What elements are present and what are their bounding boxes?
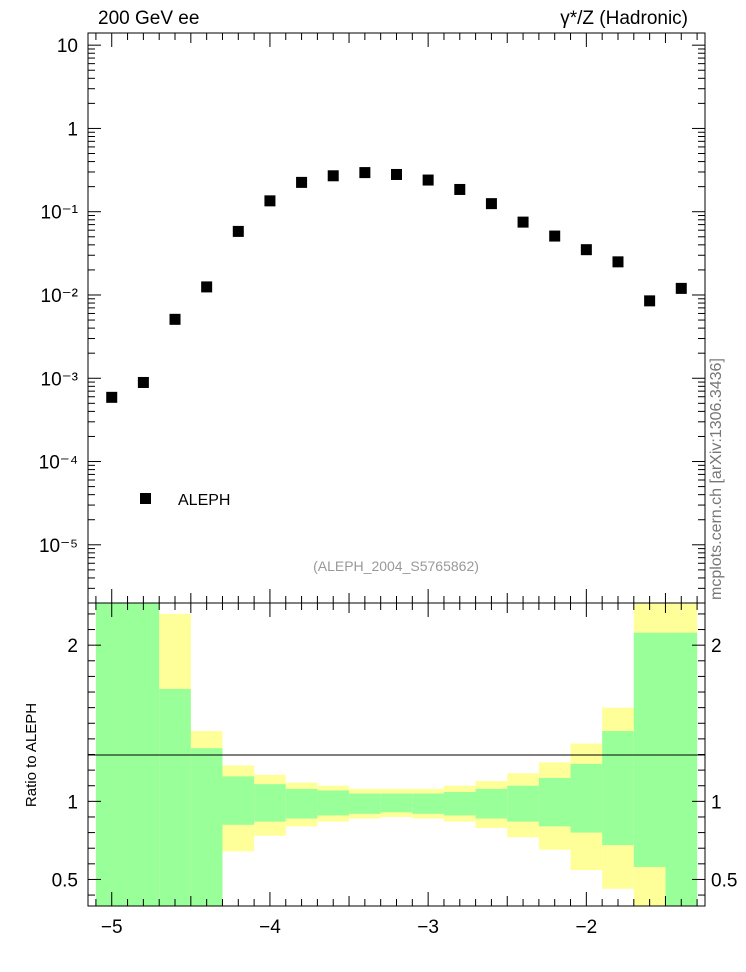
inner-band-bin [222, 776, 255, 825]
inner-band-bin [190, 748, 223, 906]
ratio-y-tick-labels: 0.5 0.5 1 1 2 2 [52, 636, 738, 891]
y-tick-label: 1 [67, 119, 78, 140]
data-point [517, 216, 529, 228]
data-point [549, 230, 561, 242]
x-tick-label: −3 [417, 917, 439, 938]
main-y-tick-labels: 10 1 10⁻¹ 10⁻² 10⁻³ 10⁻⁴ 10⁻⁵ [39, 36, 78, 557]
data-point [232, 225, 244, 237]
inner-band-bin [602, 731, 634, 846]
data-point [296, 176, 308, 188]
ratio-panel: 0.5 0.5 1 1 2 2 −5 −4 −3 −2 Ratio to ALEPH [23, 602, 738, 938]
data-point [327, 170, 339, 182]
data-point [644, 295, 656, 307]
inner-band-bin [507, 785, 539, 822]
ratio-axis-ticks [88, 603, 705, 906]
inner-band-bin [570, 763, 603, 833]
inner-band-bin [665, 632, 698, 906]
ratio-y-tick-label-right: 1 [711, 792, 722, 813]
data-point [106, 391, 118, 403]
y-tick-label: 10⁻⁵ [39, 536, 78, 557]
inner-band-bin [254, 784, 286, 822]
analysis-label: (ALEPH_2004_S5765862) [313, 558, 479, 574]
ratio-y-tick-label-right: 0.5 [711, 870, 737, 891]
y-tick-label: 10⁻³ [41, 369, 79, 390]
main-panel: 10 1 10⁻¹ 10⁻² 10⁻³ 10⁻⁴ 10⁻⁵ ALEPH (ALEPH_200… [39, 32, 706, 604]
ratio-bands [95, 603, 698, 906]
data-point [612, 256, 624, 268]
data-point [675, 282, 687, 294]
x-tick-label: −4 [259, 917, 281, 938]
data-point [422, 174, 434, 186]
inner-band-bin [412, 793, 444, 814]
data-point [485, 198, 497, 210]
inner-band-bin [443, 791, 476, 816]
data-point [169, 313, 181, 325]
y-tick-label: 10⁻¹ [41, 203, 79, 224]
ratio-y-tick-label-right: 2 [711, 636, 722, 657]
header-left-label: 200 GeV ee [98, 8, 200, 29]
legend-marker [140, 493, 151, 504]
x-tick-label: −2 [576, 917, 598, 938]
ratio-y-tick-label-left: 0.5 [52, 870, 78, 891]
data-point [580, 244, 592, 256]
inner-band-bin [633, 632, 666, 867]
data-point [201, 281, 213, 293]
data-point [264, 195, 276, 207]
inner-band-bin [349, 793, 381, 814]
data-point [359, 167, 371, 179]
x-tick-labels: −5 −4 −3 −2 [101, 917, 597, 938]
inner-band-bin [317, 790, 350, 816]
inner-band-bin [285, 788, 318, 819]
data-point [391, 168, 402, 180]
ratio-y-tick-label-left: 2 [67, 636, 78, 657]
y-tick-label: 10 [57, 36, 78, 57]
inner-band-bin [538, 777, 571, 827]
legend-label: ALEPH [178, 492, 230, 509]
ratio-frame [87, 602, 706, 907]
inner-band-bin [380, 793, 413, 813]
inner-band-bin [475, 788, 508, 819]
ratio-y-axis-label: Ratio to ALEPH [23, 703, 40, 807]
header-right-label: γ*/Z (Hadronic) [560, 8, 688, 29]
y-tick-label: 10⁻⁴ [39, 453, 78, 474]
main-axis-ticks [88, 33, 705, 604]
y-tick-label: 10⁻² [41, 286, 79, 307]
x-tick-label: −5 [101, 917, 123, 938]
main-frame [87, 32, 706, 604]
data-points [106, 167, 687, 403]
data-point [137, 376, 149, 388]
ratio-y-tick-label-left: 1 [67, 792, 78, 813]
inner-band-bin [159, 688, 191, 906]
data-point [454, 183, 466, 195]
